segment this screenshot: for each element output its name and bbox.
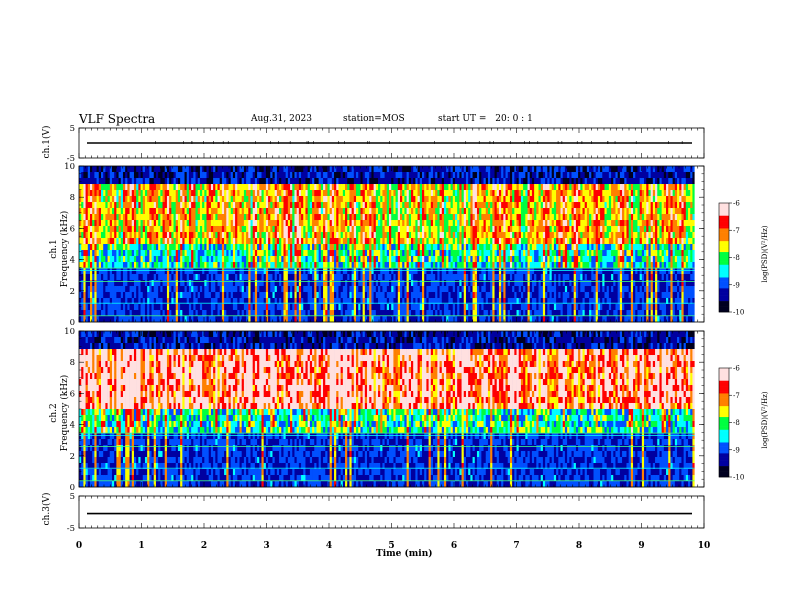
panel2-ytick-0: 0 (70, 318, 75, 328)
colorbar2-tick--8: -8 (733, 419, 740, 427)
panel2-ytick-10: 10 (64, 162, 75, 172)
date-label: Aug.31, 2023 (251, 114, 312, 124)
colorbar2-label: log(PSD)(V²/Hz) (761, 391, 769, 449)
panel4-ytick-5: 5 (70, 492, 75, 502)
colorbar2-tick--6: -6 (733, 365, 740, 373)
panel2-ytick-6: 6 (70, 224, 75, 234)
panel1-ytick-5: 5 (70, 124, 75, 134)
panel4-ytick--5: -5 (67, 524, 75, 534)
panel3-ytick-0: 0 (70, 483, 75, 493)
x-tick-5: 5 (388, 541, 394, 551)
panel3-ytick-8: 8 (70, 358, 75, 368)
panel3-ytick-4: 4 (70, 421, 75, 431)
panel2-ytick-2: 2 (70, 287, 75, 297)
ch2-spec-ylabel-line2: Frequency (kHz) (60, 374, 70, 452)
x-tick-0: 0 (76, 541, 82, 551)
x-tick-9: 9 (638, 541, 644, 551)
ch1-spec-ylabel-line2: Frequency (kHz) (60, 210, 70, 288)
panel3-ytick-10: 10 (64, 327, 75, 337)
x-tick-7: 7 (513, 541, 519, 551)
ch2-spec-ylabel-line1: ch.2 (49, 403, 59, 423)
colorbar1-tick--10: -10 (733, 309, 744, 317)
station-info: station=MOS (343, 114, 405, 124)
x-tick-3: 3 (263, 541, 269, 551)
x-tick-1: 1 (138, 541, 144, 551)
colorbar1-tick--8: -8 (733, 254, 740, 262)
panel1-ytick--5: -5 (67, 154, 75, 164)
x-tick-6: 6 (451, 541, 457, 551)
x-tick-8: 8 (576, 541, 582, 551)
colorbar-2: -6 -7 -8 -9 -10 (718, 365, 744, 482)
colorbar1-tick--7: -7 (733, 227, 740, 235)
x-tick-10: 10 (698, 541, 711, 551)
ch1-spec-ylabel-line1: ch.1 (49, 239, 59, 259)
panel2-ytick-4: 4 (70, 256, 75, 266)
start-value: 20: 0 : 1 (495, 114, 533, 124)
panel-1: 5 -5 (67, 124, 705, 164)
x-axis-label: Time (min) (376, 549, 433, 559)
panel-2: 0 2 4 6 8 10 (64, 162, 705, 328)
panel-3: 0 2 4 6 8 10 (64, 327, 705, 493)
colorbar1-tick--6: -6 (733, 200, 740, 208)
start-key: start UT = (438, 114, 487, 124)
colorbar2-tick--10: -10 (733, 474, 744, 482)
colorbar2-tick--9: -9 (733, 446, 740, 454)
ch1-waveform-ylabel: ch.1(V) (42, 125, 52, 159)
panel2-ytick-8: 8 (70, 193, 75, 203)
panel3-ytick-2: 2 (70, 452, 75, 462)
figure-title: VLF Spectra (79, 112, 156, 126)
station-value: MOS (381, 114, 405, 124)
panel3-ytick-6: 6 (70, 389, 75, 399)
colorbar2-tick--7: -7 (733, 392, 740, 400)
colorbar1-label: log(PSD)(V²/Hz) (761, 225, 769, 283)
ch1-spec-ylabel: ch.1 Frequency (kHz) (49, 204, 71, 294)
colorbar-1: -6 -7 -8 -9 -10 (718, 200, 744, 317)
panel-4: 5 -5 (67, 492, 705, 534)
station-key: station= (343, 114, 382, 124)
x-tick-4: 4 (326, 541, 332, 551)
colorbar1-tick--9: -9 (733, 281, 740, 289)
x-tick-2: 2 (201, 541, 207, 551)
ch3-waveform-ylabel: ch.3(V) (42, 492, 52, 526)
start-time-info: start UT = 20: 0 : 1 (438, 114, 533, 124)
ch2-spec-ylabel: ch.2 Frequency (kHz) (49, 368, 71, 458)
